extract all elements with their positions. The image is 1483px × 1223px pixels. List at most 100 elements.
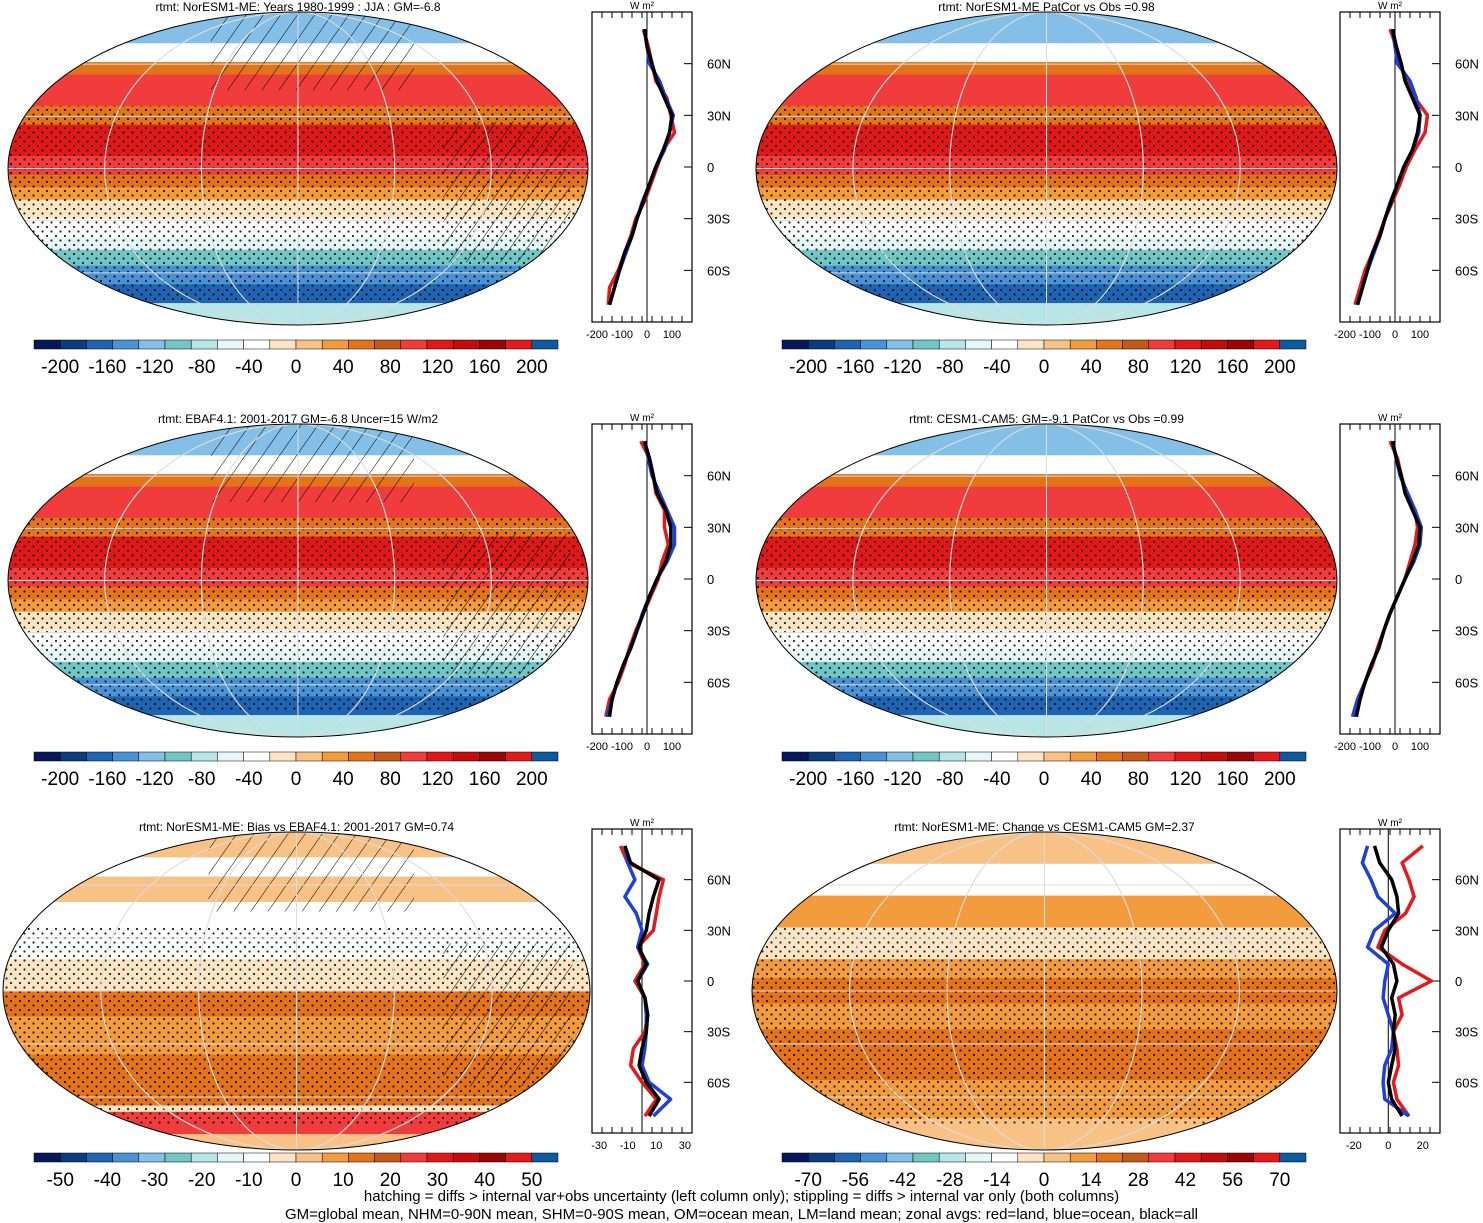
lat-tick-label: 60N [707,57,731,72]
lat-tick-label: 30N [1455,108,1479,123]
colorbar-tick-label: 160 [1217,357,1249,378]
colorbar-swatch [1018,340,1044,349]
colorbar-swatch [1175,752,1201,761]
zonal-x-tick-label: -100 [611,741,633,753]
colorbar-swatch [887,1153,913,1162]
colorbar-swatch [992,752,1018,761]
zonal-x-tick-label: -10 [620,1140,636,1152]
colorbar-swatch [113,1153,139,1162]
colorbar-tick-label: -40 [983,769,1010,790]
colorbar-swatch [1227,752,1253,761]
lat-tick-label: 0 [1455,572,1462,587]
zonal-x-tick-label: -100 [1359,329,1381,341]
units-label: W m² [1378,1,1403,12]
colorbar-swatch [34,1153,60,1162]
lat-tick-label: 30N [1455,520,1479,535]
hatch-overlay [211,424,414,502]
colorbar-swatch [348,1153,374,1162]
colorbar-swatch [1254,340,1280,349]
colorbar-swatch [165,340,191,349]
colorbar-tick-label: -120 [884,769,922,790]
colorbar-tick-label: 40 [333,769,354,790]
colorbar-swatch [506,752,532,761]
zonal-x-tick-label: 0 [1392,741,1398,753]
colorbar-swatch [1096,340,1122,349]
colorbar-swatch [782,340,808,349]
lat-tick-label: 60N [707,469,731,484]
colorbar-tick-label: 160 [469,769,501,790]
colorbar-swatch [479,752,505,761]
zonal-x-tick-label: -200 [586,741,608,753]
colorbar-swatch [992,340,1018,349]
colorbar-swatch [887,752,913,761]
hatch-overlay [208,832,413,912]
lat-tick-label: 30S [1455,212,1478,227]
colorbar-tick-label: 200 [516,357,548,378]
chart-panel-5: rtmt: NorESM1-ME: Bias vs EBAF4.1: 2001-… [3,818,731,1191]
colorbar-swatch [60,340,86,349]
colorbar-swatch [270,752,296,761]
colorbar-swatch [887,340,913,349]
colorbar-swatch [322,1153,348,1162]
lat-tick-label: 60S [1455,675,1478,690]
lat-tick-label: 30S [707,1025,730,1040]
lat-tick-label: 60N [1455,57,1479,72]
colorbar-swatch [296,752,322,761]
colorbar-swatch [861,1153,887,1162]
colorbar-tick-label: -120 [136,357,174,378]
colorbar-tick-label: 160 [469,357,501,378]
colorbar-swatch [1201,340,1227,349]
colorbar-swatch [139,340,165,349]
colorbar-tick-label: -40 [235,357,262,378]
colorbar-swatch [1149,340,1175,349]
colorbar-tick-label: 0 [1039,769,1050,790]
colorbar-tick-label: 200 [1264,357,1296,378]
colorbar-tick-label: 40 [1081,769,1102,790]
colorbar-swatch [782,1153,808,1162]
units-label: W m² [630,818,655,829]
colorbar-swatch [1018,1153,1044,1162]
colorbar-swatch [506,340,532,349]
units-label: W m² [1378,413,1403,424]
colorbar-swatch [532,1153,558,1162]
units-label: W m² [630,1,655,12]
colorbar-swatch [913,340,939,349]
zonal-x-tick-label: 0 [1392,329,1398,341]
colorbar-swatch [270,1153,296,1162]
map-field [8,12,588,326]
zonal-x-tick-label: -200 [1334,741,1356,753]
lat-tick-label: 30S [1455,624,1478,639]
colorbar-swatch [965,752,991,761]
colorbar-swatch [506,1153,532,1162]
colorbar-swatch [217,1153,243,1162]
colorbar-swatch [375,1153,401,1162]
hatch-overlay [443,534,571,675]
colorbar-swatch [834,752,860,761]
colorbar-tick-label: 120 [422,357,454,378]
colorbar-swatch [1096,1153,1122,1162]
footer-note-legend: GM=global mean, NHM=0-90N mean, SHM=0-90… [0,1206,1483,1223]
colorbar-swatch [427,752,453,761]
colorbar-tick-label: 160 [1217,769,1249,790]
map-field [756,12,1337,326]
colorbar-swatch [1070,1153,1096,1162]
colorbar-swatch [453,340,479,349]
lat-tick-label: 60N [1455,873,1479,888]
colorbar-swatch [1175,340,1201,349]
zonal-frame [1340,12,1440,322]
lat-tick-label: 60S [707,1075,730,1090]
colorbar-swatch [479,1153,505,1162]
colorbar-swatch [1149,752,1175,761]
colorbar-swatch [913,752,939,761]
colorbar-tick-label: 200 [516,769,548,790]
colorbar-swatch [217,340,243,349]
colorbar-tick-label: -200 [41,357,79,378]
colorbar-tick-label: -160 [88,357,126,378]
colorbar-swatch [191,1153,217,1162]
